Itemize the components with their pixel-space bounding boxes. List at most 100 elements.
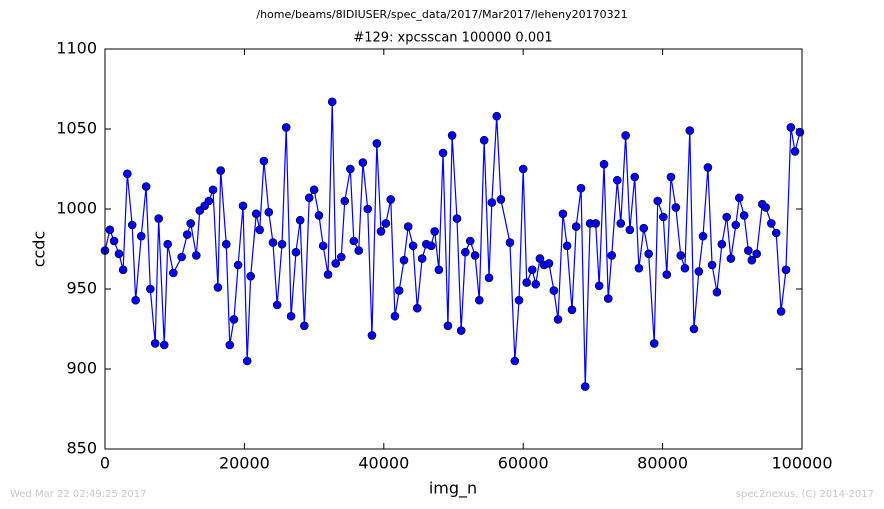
point — [549, 286, 559, 295]
point — [616, 219, 626, 228]
point — [213, 283, 223, 292]
point — [761, 203, 771, 212]
point — [518, 164, 528, 174]
point — [426, 241, 436, 251]
point — [739, 211, 749, 220]
point — [781, 265, 791, 275]
point — [562, 241, 572, 251]
point — [698, 231, 708, 241]
point — [734, 193, 744, 203]
point — [639, 223, 649, 233]
point — [531, 279, 541, 289]
point — [372, 139, 382, 148]
y-tick-label: 850 — [66, 439, 97, 458]
point — [131, 295, 140, 305]
point — [767, 219, 776, 228]
point — [412, 303, 422, 313]
point — [717, 239, 727, 249]
point — [649, 339, 659, 348]
footer-credit: spec2nexus, (C) 2014-2017 — [736, 489, 874, 500]
point — [300, 321, 309, 331]
point — [136, 231, 146, 241]
point — [510, 356, 520, 366]
point — [571, 222, 581, 231]
point — [349, 236, 359, 246]
point — [114, 249, 124, 259]
point — [118, 265, 128, 275]
point — [795, 127, 805, 137]
point — [567, 305, 577, 315]
point — [376, 227, 386, 236]
point — [150, 339, 160, 348]
point — [603, 294, 613, 303]
point — [666, 172, 676, 182]
point — [653, 196, 663, 206]
point — [527, 265, 537, 275]
point — [318, 241, 328, 251]
point — [268, 238, 278, 247]
point — [186, 219, 196, 228]
point — [465, 236, 475, 246]
point — [470, 251, 480, 260]
point — [346, 164, 355, 174]
point — [694, 267, 704, 276]
point — [434, 265, 444, 275]
point — [408, 241, 418, 251]
y-axis-label: ccdc — [30, 231, 49, 268]
point — [264, 207, 274, 217]
point — [127, 220, 137, 230]
point — [216, 166, 226, 175]
point — [676, 251, 686, 260]
x-tick-label: 60000 — [498, 454, 549, 473]
point — [456, 326, 466, 335]
chart-title: /home/beams/8IDIUSER/spec_data/2017/Mar2… — [256, 8, 627, 21]
point — [461, 247, 470, 257]
point — [747, 255, 757, 265]
point — [612, 175, 622, 185]
point — [685, 126, 695, 135]
point — [314, 211, 324, 220]
point — [169, 268, 178, 278]
point — [286, 311, 296, 321]
point — [621, 131, 630, 140]
x-axis-label: img_n — [429, 479, 477, 499]
x-tick-label: 80000 — [637, 454, 688, 473]
point — [599, 159, 609, 169]
point — [233, 260, 243, 270]
point — [576, 183, 586, 193]
point — [553, 315, 563, 324]
point — [238, 201, 248, 211]
point — [304, 193, 314, 203]
point — [752, 249, 761, 259]
x-tick-label: 100000 — [771, 454, 832, 473]
chart-subtitle: #129: xpcsscan 100000 0.001 — [353, 31, 552, 46]
point — [394, 286, 404, 295]
point — [309, 185, 319, 195]
point — [141, 182, 151, 191]
point — [208, 185, 218, 195]
point — [354, 246, 364, 255]
x-tick-label: 40000 — [358, 454, 409, 473]
x-tick-label: 20000 — [219, 454, 270, 473]
point — [707, 260, 717, 270]
point — [358, 158, 368, 167]
point — [403, 222, 413, 231]
point — [703, 163, 713, 172]
point — [221, 239, 231, 249]
series-line — [104, 101, 801, 387]
point — [607, 251, 617, 260]
point — [492, 111, 502, 121]
point — [399, 255, 409, 265]
point — [443, 321, 453, 331]
point — [744, 246, 753, 255]
point — [295, 215, 305, 225]
point — [146, 284, 155, 294]
point — [251, 209, 261, 219]
point — [417, 254, 427, 263]
point — [177, 252, 186, 262]
y-tick-label: 1050 — [56, 119, 97, 138]
point — [544, 259, 554, 268]
point — [535, 254, 545, 263]
point — [246, 271, 255, 281]
